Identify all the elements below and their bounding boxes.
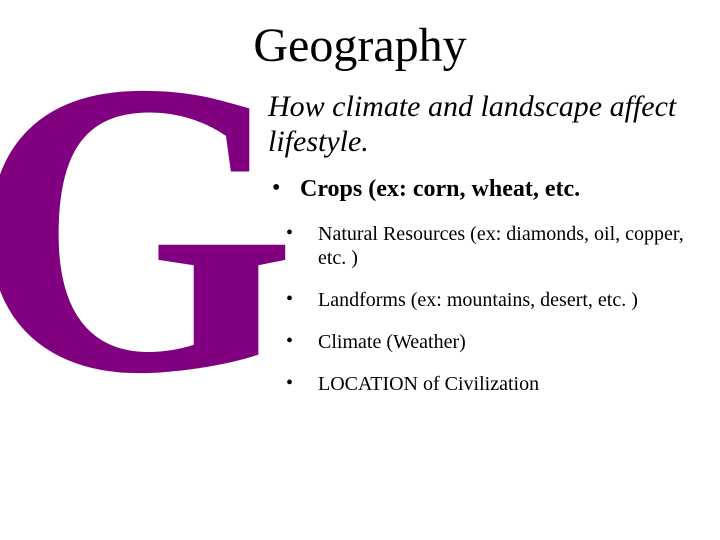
bullet-text: Natural Resources (ex: diamonds, oil, co… [318,222,698,270]
bullet-icon: • [282,372,318,395]
bullet-icon: • [282,222,318,245]
list-item: • LOCATION of Civilization [282,372,698,396]
list-item: • Landforms (ex: mountains, desert, etc.… [282,288,698,312]
bullet-text: Landforms (ex: mountains, desert, etc. ) [318,288,698,312]
decorative-letter: G [0,18,297,438]
bullet-text: Climate (Weather) [318,330,698,354]
bullet-list: • Crops (ex: corn, wheat, etc. • Natural… [268,175,698,414]
bullet-text: Crops (ex: corn, wheat, etc. [300,175,698,204]
list-item: • Natural Resources (ex: diamonds, oil, … [282,222,698,270]
bullet-text: LOCATION of Civilization [318,372,698,396]
bullet-icon: • [268,175,300,202]
list-item: • Climate (Weather) [282,330,698,354]
bullet-icon: • [282,330,318,353]
bullet-icon: • [282,288,318,311]
slide-subtitle: How climate and landscape affect lifesty… [268,90,688,159]
list-item: • Crops (ex: corn, wheat, etc. [268,175,698,204]
